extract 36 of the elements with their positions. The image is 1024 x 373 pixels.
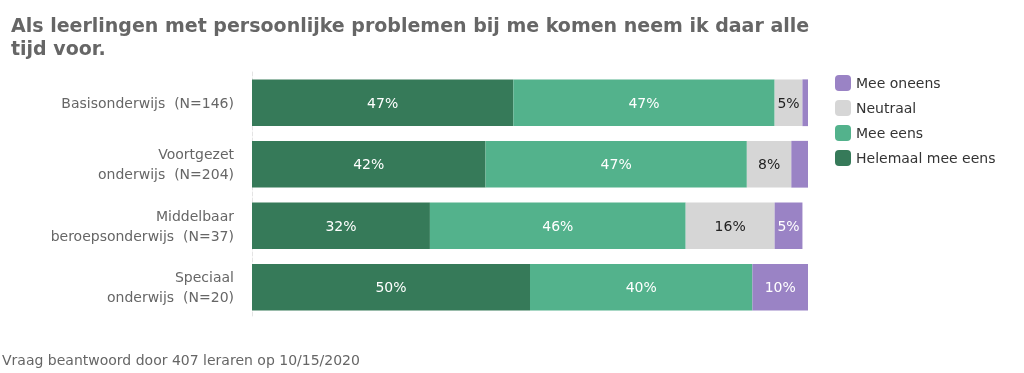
data-label: 5% [777, 94, 800, 111]
y-tick-label: Middelbaar beroepsonderwijs (N=37) [50, 207, 235, 244]
bar [530, 263, 753, 311]
data-label: 8% [757, 156, 781, 173]
bar [252, 79, 514, 127]
bar [513, 79, 775, 127]
y-tick-label: Voortgezet onderwijs (N=204) [98, 146, 235, 183]
bar [791, 140, 808, 188]
bar [429, 202, 686, 250]
legend-label: Helemaal mee eens [856, 150, 996, 166]
data-label: 50% [375, 279, 407, 296]
y-tick-label: Speciaal onderwijs (N=20) [106, 269, 234, 306]
legend-label: Mee oneens [856, 75, 941, 91]
data-label: 47% [367, 94, 399, 111]
bar [752, 263, 808, 311]
data-label: 47% [600, 156, 632, 173]
legend-label: Neutraal [856, 100, 917, 116]
y-tick-label: Basisonderwijs (N=146) [61, 94, 234, 111]
data-label: 46% [542, 217, 574, 234]
chart-title: Als leerlingen met persoonlijke problemen bij me komen neem ik daar alle tijd voor. [11, 13, 816, 59]
bar [252, 202, 430, 250]
data-label: 32% [325, 217, 357, 234]
data-label: 10% [764, 279, 796, 296]
bar [485, 140, 747, 188]
data-label: 42% [353, 156, 385, 173]
bar [746, 140, 792, 188]
bar [685, 202, 775, 250]
legend-label: Mee eens [856, 125, 924, 141]
data-label: 16% [714, 217, 746, 234]
data-label: 5% [777, 217, 800, 234]
data-label: 47% [628, 94, 660, 111]
text: Vraag beantwoord door 407 leraren op 10/15/2020 [2, 352, 360, 368]
bar [252, 140, 486, 188]
bar [252, 263, 530, 311]
bar [802, 79, 808, 127]
data-label: 40% [625, 279, 657, 296]
